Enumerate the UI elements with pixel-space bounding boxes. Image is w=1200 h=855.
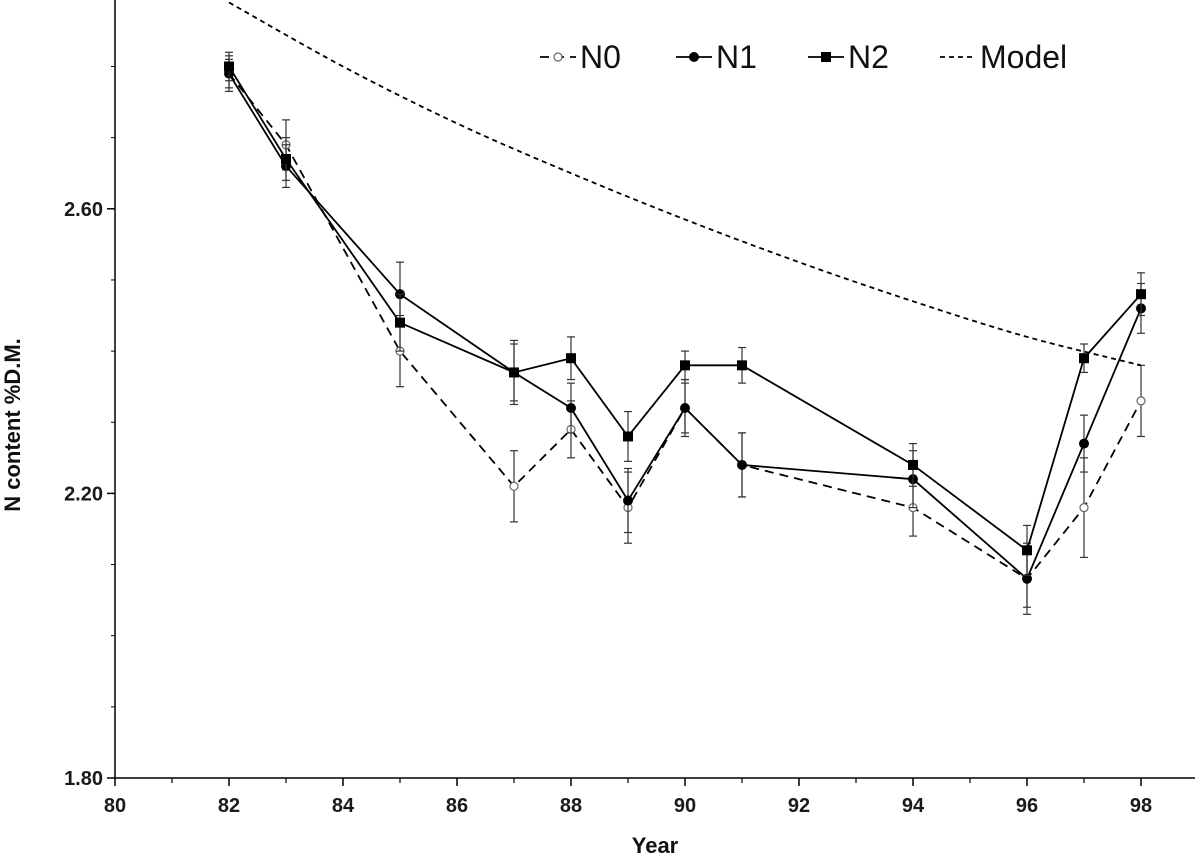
x-axis-title: Year [632,833,679,855]
y-tick-label: 2.60 [64,199,103,221]
data-point [566,403,576,414]
data-point [1079,438,1089,449]
legend-item-n2: N2 [808,39,889,75]
y-tick-label: 2.20 [64,483,103,505]
legend-marker [689,52,699,62]
data-point [509,481,519,491]
data-point [281,153,291,164]
data-point [623,431,633,442]
x-tick-label: 84 [332,795,355,817]
series-line [228,1,1142,367]
data-point [680,403,690,414]
data-point [224,61,234,72]
series-line [228,73,1142,580]
legend-label: N1 [716,39,757,75]
x-tick-label: 96 [1016,795,1038,817]
data-point [509,367,519,378]
x-tick-label: 90 [674,795,696,817]
x-tick-label: 98 [1130,795,1152,817]
data-point [908,459,918,470]
series-line [228,73,1142,581]
legend-marker [821,52,831,62]
y-tick-label: 1.80 [64,768,103,790]
data-point [1079,503,1089,513]
data-point [1022,573,1032,584]
data-point [566,353,576,364]
y-axis-title: N content %D.M. [0,338,25,512]
data-point [623,495,633,506]
legend-label: N2 [848,39,889,75]
series-n2 [224,51,1146,576]
data-point [680,360,690,371]
data-point [1136,289,1146,300]
data-point [737,459,747,470]
legend-marker [553,52,563,62]
legend-label: Model [980,39,1067,75]
data-point [737,360,747,371]
legend-item-model: Model [940,39,1067,75]
x-tick-label: 94 [902,795,925,817]
x-tick-label: 86 [446,795,468,817]
series-layer [224,1,1146,615]
x-tick-label: 88 [560,795,582,817]
axes-layer: 80 82 84 86 88 90 92 94 96 98 1.80 2.20 2.60 [64,0,1195,817]
series-line [228,66,1142,552]
legend-item-n1: N1 [676,39,757,75]
legend-label: N0 [580,39,621,75]
data-point [395,317,405,328]
data-point [1022,545,1032,556]
x-tick-label: 92 [788,795,810,817]
legend: N0 N1 N2 Model [540,39,1067,75]
series-model [228,1,1142,367]
legend-item-n0: N0 [540,39,621,75]
x-tick-label: 80 [104,795,126,817]
series-n0 [224,58,1146,615]
data-point [1136,396,1146,406]
data-point [1079,353,1089,364]
x-tick-label: 82 [218,795,240,817]
